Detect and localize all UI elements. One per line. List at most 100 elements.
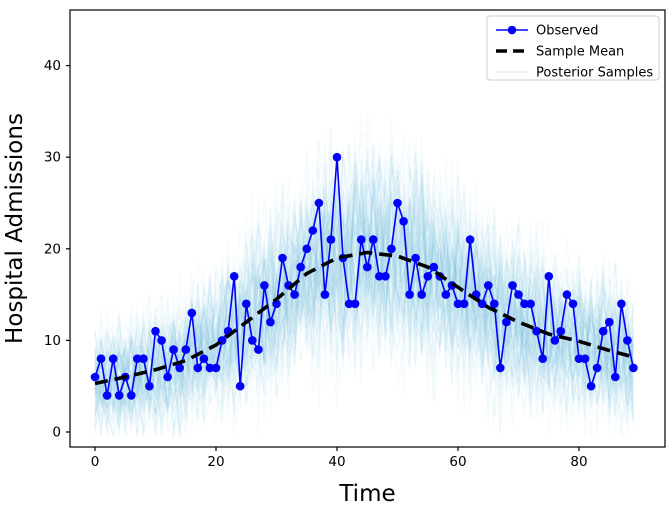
observed-point (266, 317, 275, 327)
observed-point (423, 272, 433, 281)
posterior-sample-line (94, 206, 635, 424)
legend-item-posterior-samples: Posterior Samples (496, 66, 653, 81)
legend-posterior-samples-label: Posterior Samples (536, 66, 653, 81)
posterior-sample-line (94, 180, 634, 436)
posterior-sample-line (94, 178, 635, 436)
posterior-sample-line (94, 151, 635, 436)
legend-box (486, 15, 660, 81)
observed-point (127, 391, 136, 400)
observed-point (496, 363, 505, 373)
observed-point (229, 272, 239, 281)
observed-point (242, 299, 251, 309)
observed-point (417, 290, 427, 299)
observed-point (157, 336, 166, 345)
observed-point (302, 244, 312, 254)
observed-point (248, 336, 257, 345)
observed-point (544, 272, 554, 281)
observed-point (181, 345, 191, 354)
x-tick-label: 80 (570, 454, 587, 470)
posterior-sample-line (94, 150, 635, 418)
observed-point (538, 354, 547, 364)
observed-point (139, 354, 148, 364)
x-tick-label: 20 (207, 454, 224, 470)
y-axis-label: Hospital Admissions (2, 113, 28, 344)
posterior-sample-line (94, 188, 635, 436)
posterior-sample-line (94, 143, 634, 434)
posterior-sample-line (94, 113, 635, 421)
observed-point (562, 290, 572, 299)
observed-point (375, 272, 384, 281)
y-tick-label: 0 (52, 425, 61, 441)
posterior-sample-line (94, 155, 635, 431)
observed-point (169, 345, 178, 354)
axis-ticks: 0 20 40 60 80 0 10 20 30 40 (44, 58, 588, 470)
posterior-sample-line (94, 143, 635, 436)
y-tick-label: 10 (44, 333, 61, 349)
observed-point (477, 299, 487, 309)
posterior-sample-line (94, 150, 635, 428)
posterior-sample-line (94, 210, 635, 417)
observed-point (520, 299, 529, 309)
observed-point (187, 308, 197, 318)
y-tick-label: 40 (44, 58, 61, 74)
observed-point (278, 253, 287, 263)
posterior-sample-line (94, 201, 635, 436)
legend-item-sample-mean: Sample Mean (496, 45, 624, 60)
posterior-sample-line (94, 160, 635, 428)
observed-point (193, 363, 203, 373)
observed-point (90, 372, 100, 382)
observed-point (96, 354, 106, 364)
observed-point (211, 363, 221, 373)
posterior-sample-line (94, 201, 635, 420)
observed-point (356, 235, 366, 244)
observed-point (205, 363, 215, 373)
observed-point (586, 381, 596, 391)
observed-point (326, 235, 336, 244)
observed-point (429, 262, 439, 272)
x-axis-label: Time (338, 481, 395, 507)
posterior-sample-line (94, 145, 635, 436)
posterior-sample-line (94, 138, 634, 432)
observed-point (320, 290, 330, 299)
x-tick-label: 0 (91, 454, 100, 470)
posterior-sample-line (94, 159, 635, 423)
observed-point (411, 253, 420, 263)
observed-point (580, 354, 590, 364)
posterior-sample-line (94, 181, 634, 432)
observed-point (441, 290, 451, 299)
legend-sample-mean-label: Sample Mean (536, 45, 624, 60)
observed-point (332, 152, 342, 162)
x-tick-label: 60 (449, 454, 466, 470)
plot-border (69, 9, 666, 448)
posterior-sample-line (94, 176, 635, 414)
observed-point (387, 244, 396, 254)
observed-point (363, 262, 372, 272)
posterior-sample-line (94, 114, 635, 436)
legend: Observed Sample Mean Posterior Samples (486, 15, 660, 81)
observed-point (556, 326, 566, 336)
observed-point (393, 198, 402, 208)
observed-point (605, 317, 614, 327)
observed-point (405, 290, 414, 299)
observed-point (344, 299, 354, 309)
posterior-sample-line (94, 138, 634, 421)
observed-point (574, 354, 584, 364)
observed-point (296, 262, 306, 272)
posterior-sample-line (94, 149, 635, 432)
posterior-sample-line (94, 163, 635, 428)
posterior-sample-line (94, 142, 634, 415)
observed-point (114, 391, 124, 400)
observed-point (592, 363, 602, 373)
observed-point (465, 235, 475, 244)
posterior-sample-line (94, 154, 635, 421)
posterior-sample-line (94, 130, 634, 434)
observed-point (290, 290, 299, 299)
legend-item-observed: Observed (496, 24, 599, 39)
y-tick-label: 20 (44, 241, 61, 257)
observed-point (350, 299, 360, 309)
observed-point (484, 281, 493, 290)
observed-point (526, 299, 535, 309)
posterior-sample-line (94, 163, 635, 417)
